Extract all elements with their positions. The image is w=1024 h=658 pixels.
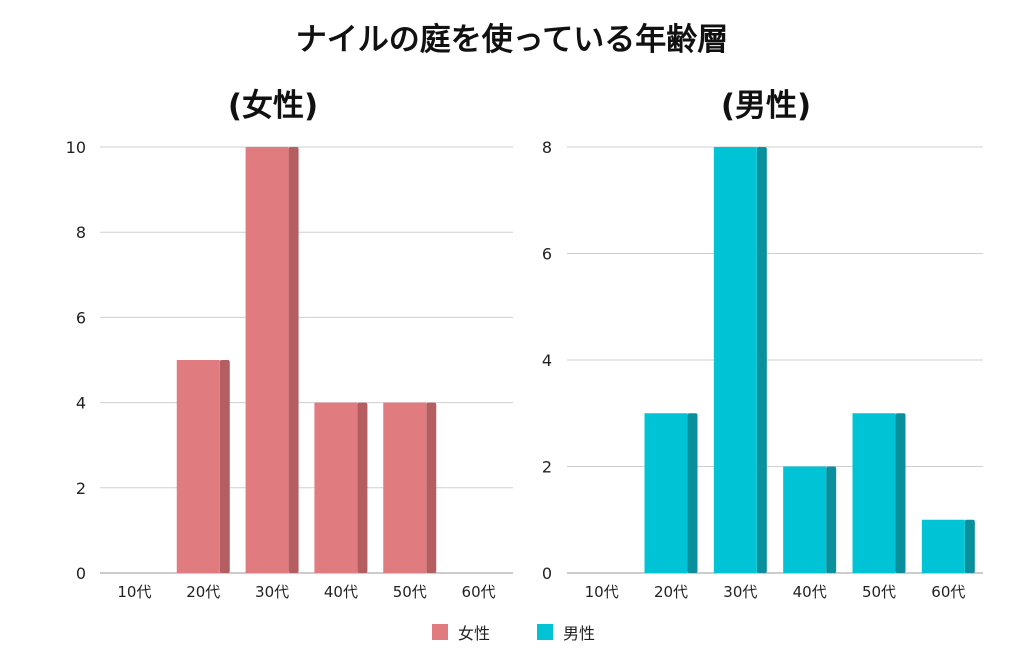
female-y-tick-label: 6 (76, 308, 86, 327)
male-bar-face (852, 413, 896, 573)
male-bar (921, 519, 975, 573)
female-bar (314, 402, 368, 573)
male-bar-face (783, 466, 827, 573)
female-gridlines (100, 146, 513, 574)
male-y-tick-label: 4 (542, 351, 552, 370)
male-bar-side (687, 413, 698, 573)
male-bar (783, 466, 837, 573)
female-x-tick-label: 40代 (324, 583, 358, 601)
female-y-tick-label: 4 (76, 394, 86, 413)
male-bars (644, 147, 975, 573)
female-bar-face (314, 402, 358, 573)
male-x-tick-label: 30代 (723, 583, 757, 601)
female-y-tick-label: 8 (76, 223, 86, 242)
male-y-ticks: 0 2 4 6 8 (542, 138, 552, 583)
male-x-tick-label: 10代 (585, 583, 619, 601)
male-x-tick-label: 20代 (654, 583, 688, 601)
male-chart: (男性) 0 2 4 6 8 10代 20代 30代 40代 50代 60代 (542, 88, 983, 601)
male-y-tick-label: 8 (542, 138, 552, 157)
male-bar-side (756, 147, 767, 573)
male-x-tick-label: 50代 (862, 583, 896, 601)
legend-swatch-female (432, 624, 448, 640)
female-bar-face (176, 360, 220, 573)
legend: 女性 男性 (432, 624, 595, 643)
male-gridlines (567, 146, 983, 574)
female-bar (383, 402, 437, 573)
male-bar-face (644, 413, 688, 573)
female-bar-side (426, 402, 437, 573)
male-bar-face (921, 519, 965, 573)
female-bar-face (245, 147, 289, 573)
female-x-tick-label: 30代 (255, 583, 289, 601)
female-chart-title: (女性) (228, 88, 318, 124)
female-y-ticks: 0 2 4 6 8 10 (66, 138, 86, 583)
male-y-tick-label: 2 (542, 458, 552, 477)
female-bar (176, 360, 230, 573)
male-bar-face (713, 147, 757, 573)
male-bar (852, 413, 906, 573)
legend-label-female: 女性 (458, 624, 490, 643)
male-x-tick-label: 60代 (931, 583, 965, 601)
female-x-ticks: 10代 20代 30代 40代 50代 60代 (117, 583, 495, 601)
male-chart-title: (男性) (721, 88, 811, 124)
female-bar (245, 147, 299, 573)
male-bar (713, 147, 767, 573)
female-x-tick-label: 10代 (117, 583, 151, 601)
female-bar-side (357, 402, 368, 573)
male-y-tick-label: 0 (542, 564, 552, 583)
legend-swatch-male (537, 624, 553, 640)
female-bar-side (219, 360, 230, 573)
male-y-tick-label: 6 (542, 245, 552, 264)
female-y-tick-label: 10 (66, 138, 86, 157)
female-x-tick-label: 20代 (186, 583, 220, 601)
male-bar-side (964, 519, 975, 573)
chart-title: ナイルの庭を使っている年齢層 (296, 22, 728, 58)
legend-label-male: 男性 (563, 624, 595, 643)
male-bar (644, 413, 698, 573)
female-chart: (女性) 0 2 4 6 8 10 10代 20代 30代 40代 50代 60代 (66, 88, 513, 601)
male-bar-side (895, 413, 906, 573)
male-x-ticks: 10代 20代 30代 40代 50代 60代 (585, 583, 966, 601)
female-x-tick-label: 50代 (393, 583, 427, 601)
female-x-tick-label: 60代 (462, 583, 496, 601)
male-x-tick-label: 40代 (793, 583, 827, 601)
female-bar-face (383, 402, 427, 573)
female-bars (176, 147, 437, 573)
female-y-tick-label: 0 (76, 564, 86, 583)
female-bar-side (288, 147, 299, 573)
female-y-tick-label: 2 (76, 479, 86, 498)
male-bar-side (826, 466, 837, 573)
